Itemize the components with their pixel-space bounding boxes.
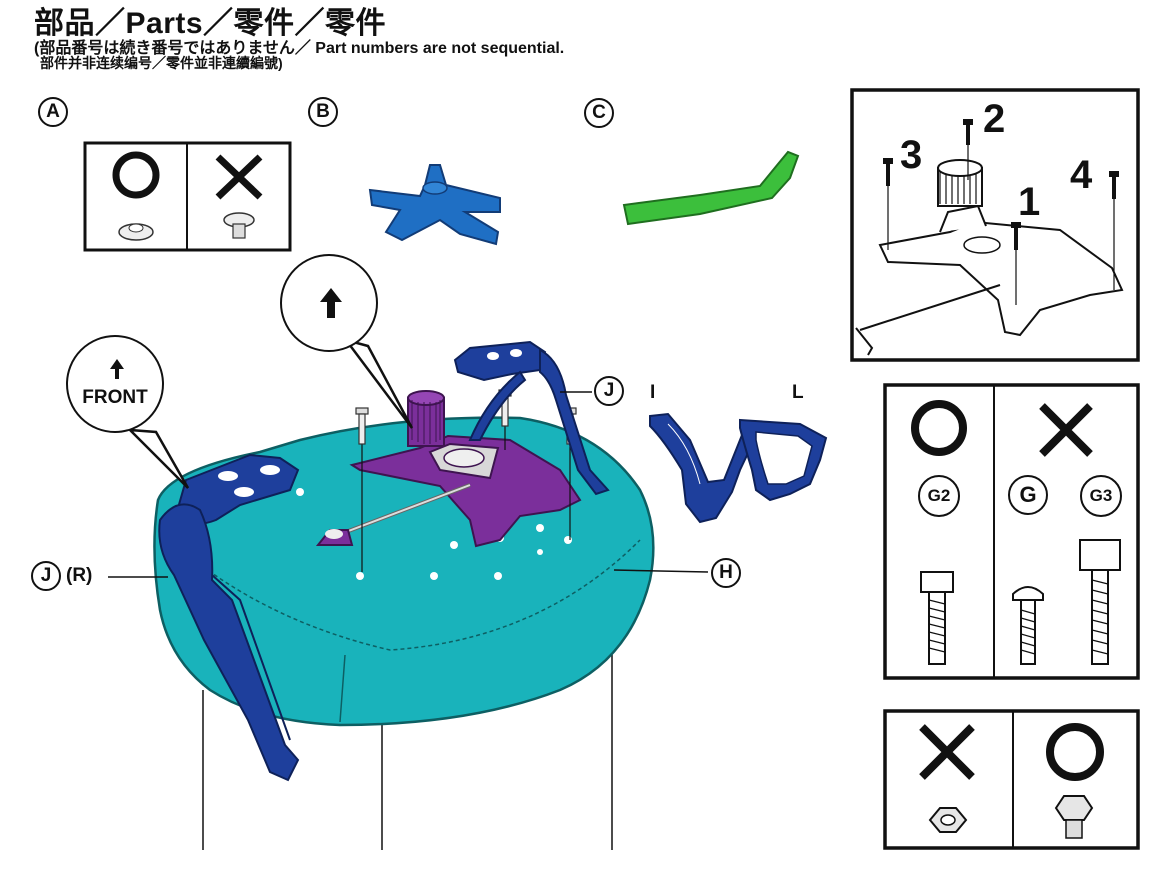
part-label-j-left-suffix: (R) <box>66 565 93 586</box>
part-label-h: H <box>711 558 741 588</box>
armrest-i <box>649 412 760 524</box>
up-arrow-bubble <box>280 254 378 352</box>
page-title: 部品／Parts／零件／零件 <box>34 7 387 40</box>
front-label: FRONT <box>82 387 148 408</box>
part-label-a: A <box>38 97 68 127</box>
part-c-lever <box>622 150 800 226</box>
screw-number-2: 2 <box>983 97 1006 141</box>
nut-panel <box>883 709 1140 850</box>
ng-cross-icon <box>1039 403 1093 457</box>
note-line-1: (部品番号は続き番号ではありません／ Part numbers are not … <box>34 40 565 57</box>
up-arrow-icon <box>320 288 342 318</box>
bolt-label-g: G <box>1008 475 1048 515</box>
part-label-j-left: J <box>31 561 61 591</box>
ng-cross-icon <box>215 154 263 200</box>
part-b-knob <box>368 164 501 246</box>
tilt-plate <box>315 390 582 548</box>
ok-circle-icon <box>112 151 160 199</box>
up-arrow-icon <box>110 359 124 379</box>
ng-cross-icon <box>919 724 975 780</box>
front-bubble: FRONT <box>66 335 164 433</box>
part-label-l: L <box>792 382 804 403</box>
part-label-c: C <box>584 98 614 128</box>
bolt-label-g3: G3 <box>1080 475 1122 517</box>
screw-icon <box>883 119 1119 250</box>
armrest-l <box>739 418 828 502</box>
part-label-j-right: J <box>594 376 624 406</box>
screw-number-1: 1 <box>1018 180 1041 224</box>
note-line-2: 部件并非连续编号／零件並非連續編號) <box>40 55 283 71</box>
label-leaders <box>108 391 709 578</box>
part-label-i: I <box>650 382 656 403</box>
ok-circle-icon <box>911 400 967 456</box>
bolt-label-g2: G2 <box>918 475 960 517</box>
armrest-j-right <box>453 340 610 496</box>
screw-number-4: 4 <box>1070 153 1093 197</box>
armrest-j-left <box>158 453 300 782</box>
ok-circle-icon <box>1046 723 1104 781</box>
bolt-panel <box>883 383 1140 680</box>
part-label-b: B <box>308 97 338 127</box>
screw-number-3: 3 <box>900 133 923 177</box>
part-a-box <box>83 141 292 252</box>
plate-inset-box <box>850 88 1140 362</box>
